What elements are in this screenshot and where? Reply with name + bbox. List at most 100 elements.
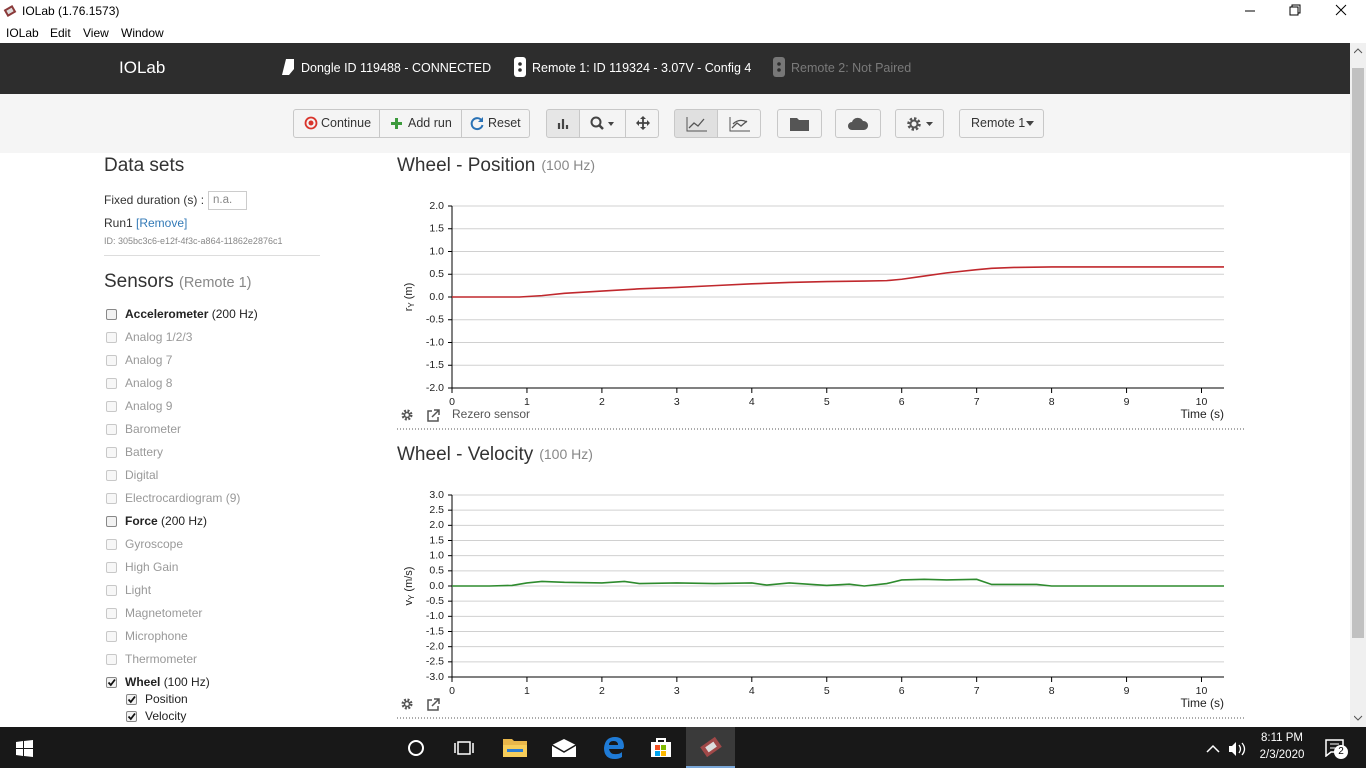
chart-settings[interactable] bbox=[401, 409, 413, 421]
check-mark bbox=[127, 695, 136, 704]
menu-item[interactable]: IOLab bbox=[6, 26, 39, 40]
checkbox[interactable] bbox=[106, 516, 117, 527]
menu-item[interactable]: Window bbox=[121, 26, 164, 40]
rezero-link[interactable]: Rezero sensor bbox=[452, 407, 530, 421]
open-button[interactable] bbox=[777, 109, 822, 138]
sub-sensor-label: Velocity bbox=[145, 709, 187, 723]
menu-bar: IOLab Edit View Window bbox=[0, 22, 1366, 43]
y-tick-label: -2.0 bbox=[426, 640, 444, 652]
folder-icon bbox=[790, 118, 809, 131]
y-subscript: Y bbox=[407, 302, 416, 308]
settings-button[interactable] bbox=[895, 109, 944, 138]
pan-button[interactable] bbox=[625, 109, 659, 138]
fixed-duration-input[interactable]: n.a. bbox=[208, 191, 247, 210]
search-button[interactable] bbox=[407, 739, 425, 757]
scroll-down[interactable] bbox=[1354, 715, 1363, 721]
record-icon bbox=[304, 116, 318, 130]
app-icon bbox=[3, 5, 17, 17]
reset-label: Reset bbox=[488, 116, 521, 130]
charts: Wheel - Position (100 Hz) -2.0 -1.5 -1.0 -0.5… bbox=[397, 155, 1245, 719]
toolbar: Continue Add run Reset Remote 1 bbox=[0, 94, 1350, 153]
start-button[interactable] bbox=[16, 740, 33, 757]
cloud-button[interactable] bbox=[835, 109, 881, 138]
scroll-up[interactable] bbox=[1354, 48, 1363, 54]
x-axis-label: Time (s) bbox=[1180, 407, 1224, 421]
x-tick-label: 1 bbox=[524, 396, 530, 408]
menu-item[interactable]: Edit bbox=[50, 26, 71, 40]
checkbox[interactable] bbox=[126, 711, 137, 722]
zoom-button[interactable] bbox=[579, 109, 626, 138]
remote2-icon bbox=[773, 57, 785, 77]
checkbox[interactable] bbox=[106, 608, 117, 619]
cloud-icon bbox=[848, 117, 869, 130]
fit-mode-button[interactable] bbox=[717, 109, 761, 138]
checkbox[interactable] bbox=[106, 493, 117, 504]
sensor-label: Magnetometer bbox=[125, 606, 202, 620]
remote-select-label: Remote 1 bbox=[971, 116, 1026, 130]
checkbox[interactable] bbox=[106, 539, 117, 550]
y-axis-label: rY (m) bbox=[403, 283, 416, 312]
sensor-label: Accelerometer (200 Hz) bbox=[125, 307, 258, 321]
checkbox[interactable] bbox=[106, 309, 117, 320]
iolab-task[interactable] bbox=[686, 727, 735, 768]
y-tick-label: -2.5 bbox=[426, 656, 444, 668]
x-tick-label: 3 bbox=[674, 685, 680, 697]
add-run-button[interactable]: Add run bbox=[379, 109, 462, 138]
scroll-thumb[interactable] bbox=[1352, 68, 1364, 638]
clock-date[interactable]: 2/3/2020 bbox=[1259, 749, 1305, 761]
checkbox[interactable] bbox=[106, 562, 117, 573]
x-tick-label: 8 bbox=[1049, 685, 1055, 697]
sensor-label: Barometer bbox=[125, 422, 181, 436]
sensor-label: Light bbox=[125, 583, 151, 597]
checkbox[interactable] bbox=[106, 355, 117, 366]
y-tick-label: -2.0 bbox=[426, 382, 444, 394]
checkbox[interactable] bbox=[106, 677, 117, 688]
sensor-label: Analog 8 bbox=[125, 376, 172, 390]
sensor-label: Thermometer bbox=[125, 652, 197, 666]
remote-select[interactable]: Remote 1 bbox=[959, 109, 1044, 138]
sensor-name: Light bbox=[125, 583, 152, 597]
checkbox[interactable] bbox=[106, 631, 117, 642]
check-mark bbox=[127, 712, 136, 721]
file-explorer[interactable] bbox=[503, 737, 527, 757]
window-title: IOLab (1.76.1573) bbox=[22, 4, 120, 18]
checkbox[interactable] bbox=[106, 447, 117, 458]
remove-link[interactable]: [Remove] bbox=[136, 216, 188, 230]
y-tick-label: 1.0 bbox=[429, 245, 444, 257]
chart-settings[interactable] bbox=[401, 698, 413, 710]
y-tick-label: 0.0 bbox=[429, 580, 444, 592]
menu-item[interactable]: View bbox=[83, 26, 109, 40]
checkbox[interactable] bbox=[106, 654, 117, 665]
checkbox[interactable] bbox=[106, 378, 117, 389]
notification-count: 2 bbox=[1334, 745, 1348, 759]
checkbox[interactable] bbox=[106, 470, 117, 481]
mail[interactable] bbox=[552, 739, 576, 757]
store[interactable] bbox=[650, 736, 672, 758]
export-link[interactable] bbox=[427, 409, 440, 422]
x-tick-label: 4 bbox=[749, 396, 755, 408]
export-link[interactable] bbox=[427, 698, 440, 711]
checkbox[interactable] bbox=[106, 585, 117, 596]
scrollbar[interactable] bbox=[1350, 43, 1366, 727]
sensor-name: Analog 7 bbox=[125, 353, 173, 367]
sensor-name: Digital bbox=[125, 468, 159, 482]
tray-icons[interactable] bbox=[1205, 741, 1251, 757]
checkbox[interactable] bbox=[106, 424, 117, 435]
reset-icon bbox=[470, 117, 484, 131]
edge[interactable] bbox=[602, 736, 626, 760]
x-tick-label: 1 bbox=[524, 685, 530, 697]
checkbox[interactable] bbox=[106, 332, 117, 343]
x-tick-label: 5 bbox=[824, 396, 830, 408]
x-tick-label: 7 bbox=[974, 396, 980, 408]
clock-time[interactable]: 8:11 PM bbox=[1261, 732, 1303, 744]
checkbox[interactable] bbox=[106, 401, 117, 412]
task-view[interactable] bbox=[454, 739, 474, 757]
reset-button[interactable]: Reset bbox=[461, 109, 530, 138]
window-controls[interactable] bbox=[1230, 0, 1366, 22]
data-sets-title: Data sets bbox=[104, 155, 185, 176]
x-tick-label: 0 bbox=[449, 396, 455, 408]
y-tick-label: 0.5 bbox=[429, 565, 444, 577]
checkbox[interactable] bbox=[126, 694, 137, 705]
x-tick-label: 10 bbox=[1196, 685, 1208, 697]
